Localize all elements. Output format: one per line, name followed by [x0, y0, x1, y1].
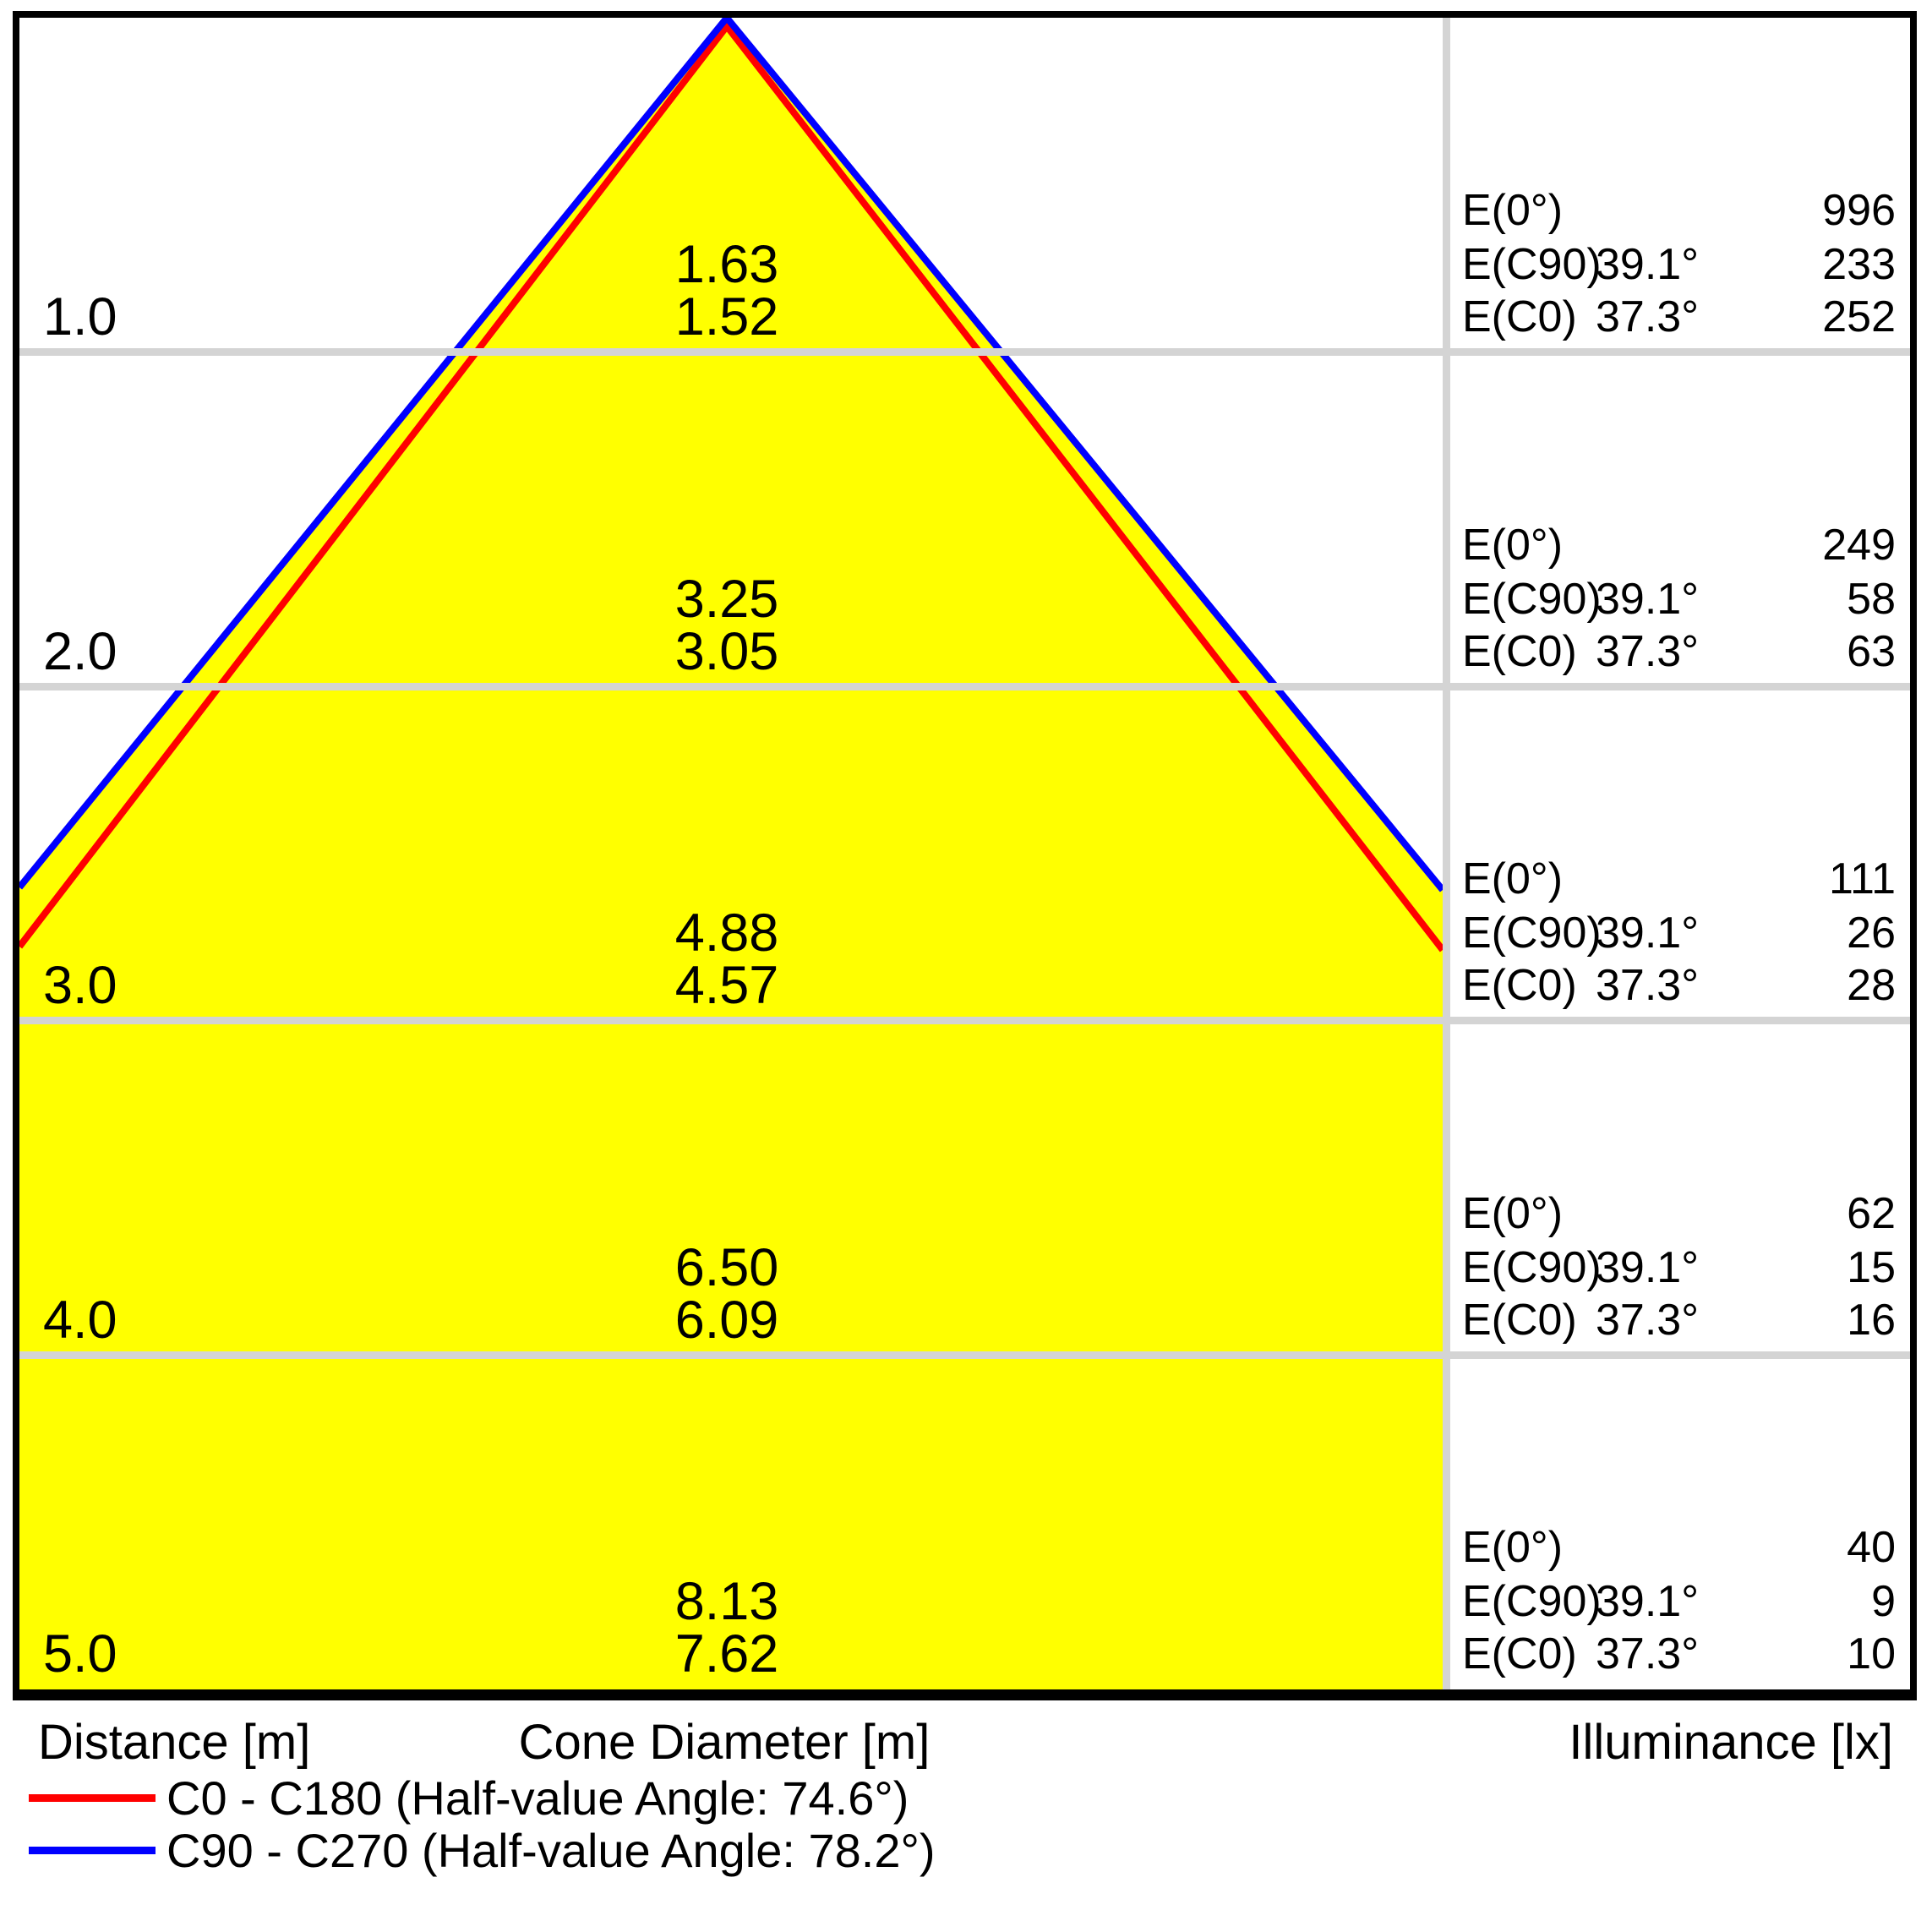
- ec90-angle: 39.1°: [1595, 1577, 1699, 1626]
- illuminance-e0-line: E(0°) 996: [1450, 183, 1910, 238]
- cone-diameter-c0-value: 6.09: [674, 1291, 779, 1350]
- illuminance-ec90-line: E(C90) 39.1° 9: [1450, 1574, 1910, 1629]
- ec0-label: E(C0): [1462, 627, 1577, 676]
- cone-diameter-c90-value: 3.25: [674, 570, 779, 629]
- c0-c180-legend-line-swatch: [29, 1794, 156, 1802]
- light-cone-plot: [19, 18, 1443, 1689]
- e0-value: 40: [1847, 1523, 1896, 1572]
- distance-value: 5.0: [43, 1624, 117, 1684]
- distance-value: 2.0: [43, 622, 117, 681]
- ec0-value: 16: [1847, 1296, 1896, 1345]
- table-row-1m: 1.0 1.63 1.52 E(0°) 996 E(C90) 39.1° 233…: [19, 18, 1910, 352]
- cone-diagram-table: 1.0 1.63 1.52 E(0°) 996 E(C90) 39.1° 233…: [13, 11, 1917, 1700]
- ec90-label: E(C90): [1462, 1243, 1602, 1292]
- table-row-4m: 4.0 6.50 6.09 E(0°) 62 E(C90) 39.1° 15 E…: [19, 1021, 1910, 1356]
- ec0-value: 10: [1847, 1629, 1896, 1678]
- illuminance-ec90-line: E(C90) 39.1° 58: [1450, 571, 1910, 627]
- c0-c180-legend-label: C0 - C180 (Half-value Angle: 74.6°): [166, 1771, 909, 1825]
- ec90-label: E(C90): [1462, 240, 1602, 289]
- ec90-value: 58: [1847, 575, 1896, 624]
- ec0-angle: 37.3°: [1595, 1296, 1699, 1345]
- e0-value: 996: [1822, 186, 1896, 235]
- ec0-angle: 37.3°: [1595, 627, 1699, 676]
- e0-label: E(0°): [1462, 854, 1564, 903]
- illuminance-ec0-line: E(C0) 37.3° 252: [1450, 289, 1910, 345]
- ec90-value: 15: [1847, 1243, 1896, 1292]
- ec90-label: E(C90): [1462, 575, 1602, 624]
- ec90-angle: 39.1°: [1595, 909, 1699, 958]
- c90-c270-line: [19, 18, 1443, 892]
- distance-value: 1.0: [43, 287, 117, 347]
- e0-value: 111: [1828, 854, 1896, 903]
- ec90-value: 233: [1822, 240, 1896, 289]
- cone-diameter-c90-value: 1.63: [674, 235, 779, 294]
- e0-label: E(0°): [1462, 1189, 1564, 1238]
- e0-label: E(0°): [1462, 186, 1564, 235]
- ec0-angle: 37.3°: [1595, 292, 1699, 341]
- illuminance-ec0-line: E(C0) 37.3° 63: [1450, 624, 1910, 679]
- illuminance-ec0-line: E(C0) 37.3° 10: [1450, 1626, 1910, 1682]
- ec90-angle: 39.1°: [1595, 1243, 1699, 1292]
- illuminance-ec0-line: E(C0) 37.3° 16: [1450, 1292, 1910, 1348]
- table-row-5m: 5.0 8.13 7.62 E(0°) 40 E(C90) 39.1° 9 E(…: [19, 1355, 1910, 1689]
- ec90-value: 9: [1871, 1577, 1896, 1626]
- illuminance-ec90-line: E(C90) 39.1° 233: [1450, 237, 1910, 292]
- ec90-angle: 39.1°: [1595, 240, 1699, 289]
- row-separator-2: [19, 683, 1910, 690]
- e0-label: E(0°): [1462, 1523, 1564, 1572]
- ec90-angle: 39.1°: [1595, 575, 1699, 624]
- column-divider: [1443, 18, 1450, 1689]
- cone-diameter-c0-value: 1.52: [674, 287, 779, 347]
- ec0-label: E(C0): [1462, 1629, 1577, 1678]
- cone-diameter-c90-value: 8.13: [674, 1572, 779, 1631]
- ec0-value: 252: [1822, 292, 1896, 341]
- illuminance-e0-line: E(0°) 62: [1450, 1186, 1910, 1242]
- ec90-label: E(C90): [1462, 1577, 1602, 1626]
- ec0-angle: 37.3°: [1595, 1629, 1699, 1678]
- table-row-3m: 3.0 4.88 4.57 E(0°) 111 E(C90) 39.1° 26 …: [19, 686, 1910, 1021]
- cone-diameter-c0-value: 4.57: [674, 956, 779, 1015]
- ec0-value: 63: [1847, 627, 1896, 676]
- cone-diameter-c90-value: 6.50: [674, 1238, 779, 1297]
- illuminance-ec0-line: E(C0) 37.3° 28: [1450, 958, 1910, 1013]
- cone-diameter-c90-value: 4.88: [674, 903, 779, 963]
- row-separator-3: [19, 1017, 1910, 1024]
- ec0-value: 28: [1847, 961, 1896, 1010]
- row-separator-4: [19, 1351, 1910, 1359]
- illuminance-ec90-line: E(C90) 39.1° 15: [1450, 1240, 1910, 1296]
- ec90-label: E(C90): [1462, 909, 1602, 958]
- e0-value: 62: [1847, 1189, 1896, 1238]
- distance-value: 3.0: [43, 956, 117, 1015]
- ec0-angle: 37.3°: [1595, 961, 1699, 1010]
- table-row-2m: 2.0 3.25 3.05 E(0°) 249 E(C90) 39.1° 58 …: [19, 352, 1910, 687]
- cone-fill-shape: [19, 18, 1443, 1689]
- cone-diameter-column-heading: Cone Diameter [m]: [518, 1715, 931, 1770]
- illuminance-e0-line: E(0°) 249: [1450, 517, 1910, 573]
- e0-value: 249: [1822, 521, 1896, 570]
- ec90-value: 26: [1847, 909, 1896, 958]
- ec0-label: E(C0): [1462, 961, 1577, 1010]
- row-separator-1: [19, 348, 1910, 356]
- c90-c270-legend-line-swatch: [29, 1847, 156, 1854]
- distance-value: 4.0: [43, 1291, 117, 1350]
- cone-diameter-c0-value: 7.62: [674, 1624, 779, 1684]
- e0-label: E(0°): [1462, 521, 1564, 570]
- illuminance-e0-line: E(0°) 111: [1450, 851, 1910, 907]
- c0-c180-line: [19, 20, 1443, 952]
- illuminance-ec90-line: E(C90) 39.1° 26: [1450, 905, 1910, 961]
- cone-diameter-c0-value: 3.05: [674, 622, 779, 681]
- ec0-label: E(C0): [1462, 1296, 1577, 1345]
- c90-c270-legend-label: C90 - C270 (Half-value Angle: 78.2°): [166, 1824, 936, 1877]
- ec0-label: E(C0): [1462, 292, 1577, 341]
- illuminance-column-heading: Illuminance [lx]: [1569, 1715, 1893, 1770]
- illuminance-e0-line: E(0°) 40: [1450, 1520, 1910, 1575]
- distance-column-heading: Distance [m]: [38, 1715, 311, 1770]
